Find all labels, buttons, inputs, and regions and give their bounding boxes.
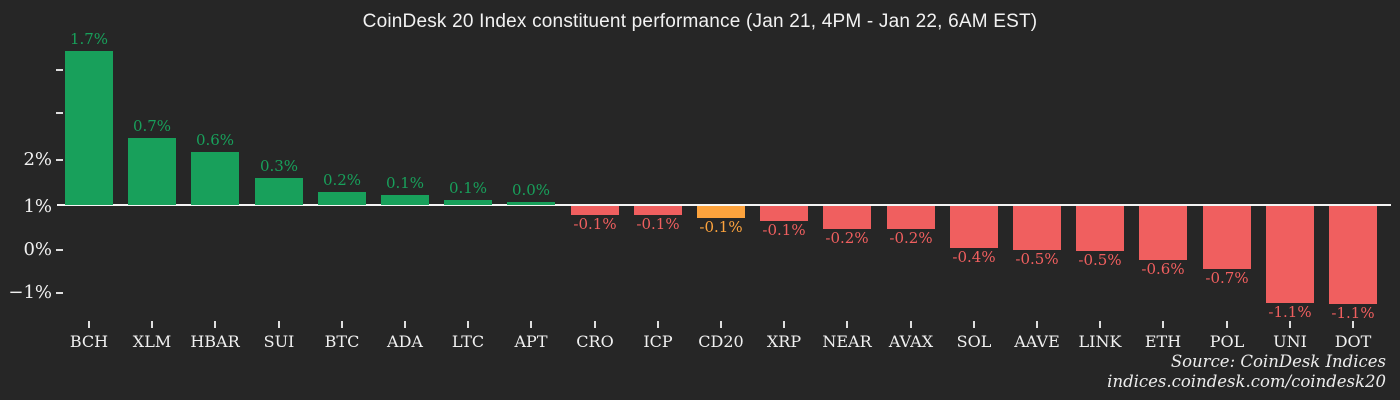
x-axis-label-apt: APT [514,332,548,351]
bar-sol [950,206,998,248]
value-label-apt: 0.0% [511,181,551,199]
bar-sui [255,178,303,205]
bar-cro [571,206,619,215]
y-axis-tick [56,112,63,114]
value-label-bch: 1.7% [69,30,109,48]
value-label-hbar: 0.6% [195,131,235,149]
x-axis-tick [973,321,975,328]
x-axis-label-pol: POL [1209,332,1245,351]
x-axis-label-link: LINK [1078,332,1122,351]
bar-dot [1329,206,1377,304]
x-axis-tick [1162,321,1164,328]
y-axis-tick [56,69,63,71]
value-label-cd20: -0.1% [699,218,743,236]
bar-near [823,206,871,229]
bar-aave [1013,206,1061,250]
bar-hbar [191,152,239,205]
bar-avax [887,206,935,229]
x-axis-label-near: NEAR [822,332,872,351]
x-axis-label-bch: BCH [69,332,109,351]
value-label-sol: -0.4% [952,248,996,266]
x-axis-label-cro: CRO [576,332,614,351]
source-line-1: Source: CoinDesk Indices [1170,352,1386,371]
x-axis-tick [1226,321,1228,328]
source-line-2: indices.coindesk.com/coindesk20 [1107,372,1386,391]
y-axis-tick [56,249,63,251]
x-axis-label-xlm: XLM [132,332,172,351]
x-axis-label-hbar: HBAR [190,332,240,351]
x-axis-tick [1036,321,1038,328]
x-axis-tick [594,321,596,328]
y-axis-label: 0% [23,239,52,260]
x-axis-label-ltc: LTC [451,332,485,351]
bar-pol [1203,206,1251,269]
value-label-pol: -0.7% [1205,269,1249,287]
x-axis-label-dot: DOT [1334,332,1372,351]
x-axis-tick [278,321,280,328]
x-axis-tick [910,321,912,328]
x-axis-label-eth: ETH [1144,332,1182,351]
value-label-xrp: -0.1% [762,221,806,239]
value-label-uni: -1.1% [1268,303,1312,321]
value-label-xlm: 0.7% [132,117,172,135]
x-axis-label-uni: UNI [1273,332,1307,351]
zero-baseline [57,204,1391,206]
y-axis-label: 2% [23,149,52,170]
value-label-btc: 0.2% [322,171,362,189]
bar-btc [318,192,366,205]
bar-uni [1266,206,1314,303]
x-axis-tick [530,321,532,328]
bar-link [1076,206,1124,251]
y-axis-tick [56,159,63,161]
bar-cd20 [697,206,745,218]
y-axis-label: −1% [8,282,52,303]
value-label-ada: 0.1% [385,174,425,192]
x-axis-tick [404,321,406,328]
bar-ada [381,195,429,205]
value-label-link: -0.5% [1078,251,1122,269]
value-label-eth: -0.6% [1141,260,1185,278]
x-axis-label-xrp: XRP [766,332,802,351]
value-label-aave: -0.5% [1015,250,1059,268]
value-label-cro: -0.1% [573,215,617,233]
chart-title: CoinDesk 20 Index constituent performanc… [362,11,1038,32]
x-axis-tick [341,321,343,328]
bar-bch [65,51,113,205]
x-axis-label-btc: BTC [324,332,360,351]
x-axis-label-aave: AAVE [1014,332,1060,351]
x-axis-tick [657,321,659,328]
value-label-dot: -1.1% [1331,304,1375,322]
x-axis-tick [1099,321,1101,328]
y-axis-tick [56,292,63,294]
x-axis-label-sol: SOL [956,332,992,351]
x-axis-label-icp: ICP [643,332,673,351]
x-axis-tick [846,321,848,328]
bar-apt [507,202,555,205]
value-label-icp: -0.1% [636,215,680,233]
x-axis-tick [1289,321,1291,328]
value-label-near: -0.2% [825,229,869,247]
x-axis-label-ada: ADA [387,332,423,351]
x-axis-tick [720,321,722,328]
bar-xlm [128,138,176,205]
value-label-avax: -0.2% [889,229,933,247]
bar-icp [634,206,682,215]
source-attribution: Source: CoinDesk Indices indices.coindes… [1107,352,1386,392]
value-label-ltc: 0.1% [448,179,488,197]
value-label-sui: 0.3% [259,157,299,175]
x-axis-tick [214,321,216,328]
x-axis-tick [151,321,153,328]
x-axis-tick [1352,321,1354,328]
bar-eth [1139,206,1187,260]
bar-ltc [444,200,492,205]
x-axis-label-sui: SUI [263,332,295,351]
x-axis-tick [783,321,785,328]
x-axis-label-avax: AVAX [888,332,934,351]
x-axis-tick [88,321,90,328]
x-axis-tick [467,321,469,328]
y-axis-label: 1% [23,196,52,217]
bar-xrp [760,206,808,221]
x-axis-label-cd20: CD20 [698,332,744,351]
